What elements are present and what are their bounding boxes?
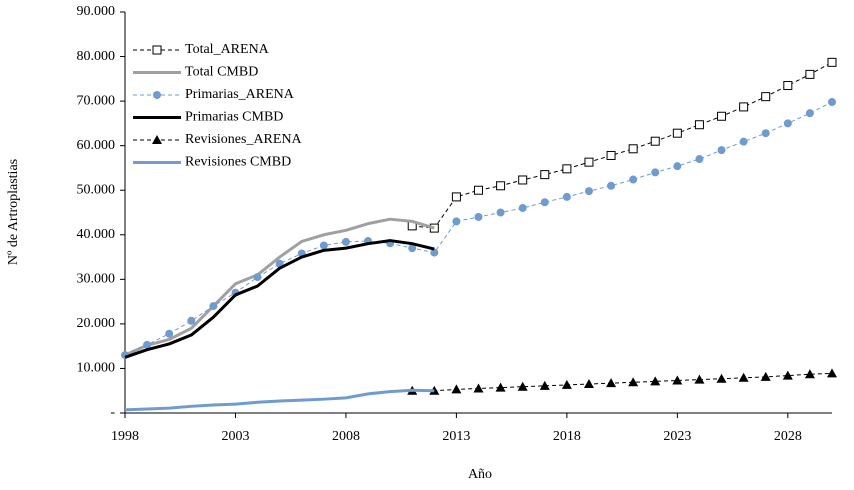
series-line [124,388,435,412]
marker [540,170,550,180]
marker [628,377,639,387]
y-tick-label: - [110,405,115,420]
marker [496,181,506,191]
marker [540,198,549,207]
legend-label: Total CMBD [185,65,258,80]
marker [452,217,461,226]
marker [562,164,572,174]
marker [408,244,417,253]
marker [738,372,749,382]
y-tick-label: 10.000 [77,361,116,376]
series-line [412,372,833,392]
y-tick-label: 80.000 [77,49,116,64]
marker [672,375,683,385]
y-axis-label: Nº de Artroplastias [6,159,21,265]
x-tick-label: 2018 [553,429,581,444]
marker [694,120,704,130]
marker [341,237,350,246]
marker [760,371,771,381]
marker [209,302,218,311]
y-tick-label: 40.000 [77,227,116,242]
marker [561,379,572,389]
marker [607,181,616,190]
marker [739,137,748,146]
marker [187,316,196,325]
marker [739,102,749,112]
x-axis-label: Año [468,467,492,482]
marker [473,383,484,393]
marker [430,248,439,257]
marker [695,155,704,164]
y-tick-label: 60.000 [77,138,116,153]
marker [606,150,616,160]
series-line [124,217,435,357]
marker [518,204,527,213]
marker [827,57,837,67]
marker [451,384,462,394]
marker [152,135,162,144]
marker [474,212,483,221]
legend-label: Primarias CMBD [185,110,283,125]
legend-label: Primarias_ARENA [185,87,295,102]
marker [828,98,836,107]
marker [518,175,528,185]
marker [474,185,483,195]
legend-label: Revisiones_ARENA [185,132,303,147]
marker [694,374,705,384]
x-tick-label: 2003 [221,429,249,444]
marker [805,109,814,118]
marker [165,329,174,338]
series-line [124,239,435,359]
marker [650,136,660,146]
marker [143,340,152,349]
marker [539,380,550,390]
marker [584,157,594,167]
y-tick-label: 50.000 [77,182,116,197]
marker [562,192,571,201]
y-tick-label: 70.000 [77,93,116,108]
x-tick-label: 2008 [332,429,360,444]
marker [761,92,771,102]
x-tick-label: 2013 [442,429,470,444]
y-tick-label: 20.000 [77,316,116,331]
series-line [412,61,833,229]
marker [628,144,638,154]
marker [629,175,638,184]
marker [152,45,162,55]
marker [805,69,815,79]
marker [451,192,461,202]
x-tick-label: 2023 [663,429,691,444]
marker [496,208,505,217]
marker [583,379,594,389]
marker [517,381,528,391]
marker [804,369,815,379]
marker [672,128,682,138]
marker [495,382,506,392]
marker [253,273,262,282]
y-tick-label: 90.000 [77,4,116,19]
marker [651,168,660,177]
x-tick-label: 2028 [774,429,802,444]
legend-label: Total_ARENA [185,42,270,57]
marker [153,91,161,99]
marker [606,378,617,388]
marker [716,373,727,383]
y-tick-label: 30.000 [77,272,116,287]
marker [761,129,770,138]
marker [717,111,727,121]
marker [673,162,682,171]
marker [827,368,837,378]
marker [783,119,792,128]
marker [717,146,726,155]
marker [584,187,593,196]
marker [650,376,661,386]
marker [319,241,328,250]
marker [782,370,793,380]
marker [783,81,793,91]
x-tick-label: 1998 [111,429,139,444]
legend-label: Revisiones CMBD [185,155,291,170]
